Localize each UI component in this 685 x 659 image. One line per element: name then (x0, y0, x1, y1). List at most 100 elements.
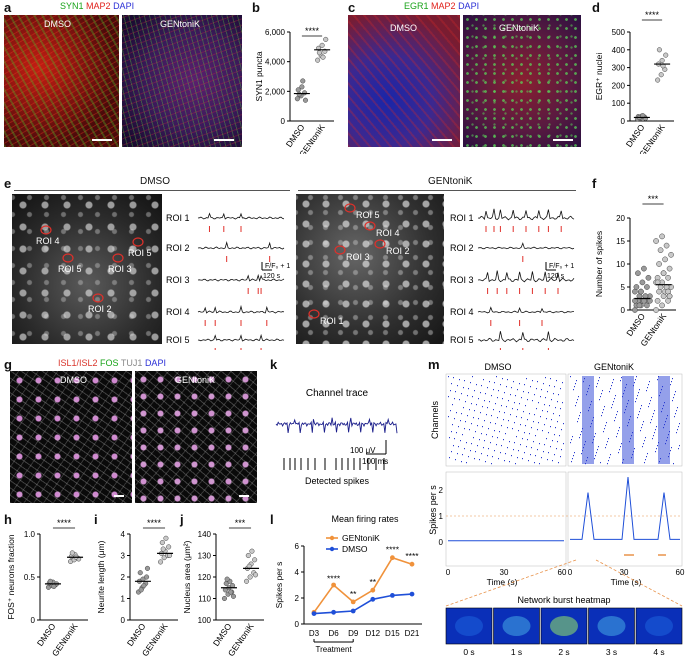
raster-spike (532, 400, 533, 402)
raster-spike (527, 439, 528, 441)
raster-spike (605, 425, 606, 427)
data-point (247, 574, 253, 580)
raster-spike (464, 448, 465, 450)
x-tick-label: D12 (365, 629, 380, 638)
raster-spike (521, 397, 522, 399)
raster-spike (632, 432, 633, 434)
raster-spike (471, 443, 472, 445)
raster-spike (462, 434, 463, 436)
raster-spike (646, 456, 647, 458)
micro-g-gentonik: GENtoniK (135, 371, 257, 503)
raster-spike (515, 395, 516, 397)
data-point (655, 77, 661, 83)
raster-spike (551, 419, 552, 421)
panel-b-label: b (252, 0, 260, 15)
y-tick-label: 1 (439, 512, 444, 521)
raster-spike (563, 423, 564, 425)
raster-spike (609, 457, 610, 459)
raster-spike (630, 416, 631, 418)
sig-stars: **** (305, 26, 320, 36)
raster-spike (475, 431, 476, 433)
raster-spike (453, 445, 454, 447)
panel-j-label: j (180, 512, 184, 527)
raster-spike (633, 451, 634, 453)
micro-c-dmso-label: DMSO (390, 23, 417, 33)
raster-spike (648, 384, 649, 386)
data-point (635, 270, 641, 277)
k-scale-v-label: 100 μV (350, 446, 376, 455)
rate-ylabel: Spikes per s (428, 485, 438, 535)
legend-marker (329, 535, 335, 541)
y-tick-label: 120 (198, 573, 212, 582)
raster-spike (497, 397, 498, 399)
raster-spike (554, 454, 555, 456)
raster-spike (649, 381, 650, 383)
raster-spike (473, 437, 474, 439)
legend-label: DMSO (342, 544, 368, 554)
series-point (370, 596, 376, 602)
raster-spike (592, 442, 593, 444)
raster-spike (549, 385, 550, 387)
raster-spike (507, 427, 508, 429)
data-point (636, 302, 643, 309)
raster-spike (674, 416, 675, 418)
raster-spike (588, 410, 589, 412)
raster-spike (597, 449, 598, 451)
data-point (639, 279, 646, 286)
raster-spike (630, 438, 631, 440)
raster-spike (457, 453, 458, 455)
raster-spike (498, 390, 499, 392)
raster-spike (494, 382, 495, 384)
raster-spike (666, 440, 667, 442)
y-tick-label: 200 (612, 81, 626, 90)
raster-spike (586, 394, 587, 396)
roi-trace (197, 333, 285, 342)
raster-spike (603, 431, 604, 433)
x-tick-label: D21 (405, 629, 420, 638)
raster-spike (621, 443, 622, 445)
series-point (350, 608, 356, 614)
scale-bar (214, 139, 234, 141)
heatmap-time-label: 4 s (653, 647, 664, 657)
raster-spike (626, 384, 627, 386)
raster-spike (464, 380, 465, 382)
raster-spike (499, 411, 500, 413)
data-point (315, 57, 321, 63)
raster-spike (513, 381, 514, 383)
raster-spike (450, 410, 451, 412)
roi-marker (308, 309, 320, 319)
raster-spike (664, 402, 665, 404)
data-point (221, 595, 228, 602)
raster-spike (531, 447, 532, 449)
roi-trace (197, 212, 285, 220)
raster-spike (604, 406, 605, 408)
raster-spike (674, 394, 675, 396)
roi-marker (364, 221, 376, 231)
raster-spike (485, 461, 486, 463)
raster-spike (584, 378, 585, 380)
micro-g-gentonik-label: GENtoniK (175, 375, 216, 385)
raster-spike (530, 454, 531, 456)
raster-spike (549, 405, 550, 407)
raster-spike (676, 410, 677, 412)
sig-stars: **** (327, 573, 341, 583)
raster-spike (633, 385, 634, 387)
y-tick-label: 0 (31, 616, 36, 625)
x-axis-label: Time (s) (487, 577, 518, 587)
raster-spike (616, 414, 617, 416)
raster-spike (619, 449, 620, 451)
micro-a-gentonik-label: GENtoniK (160, 19, 201, 29)
raster-spike (651, 397, 652, 399)
raster-spike (640, 408, 641, 410)
raster-spike (617, 411, 618, 413)
raster-spike (625, 387, 626, 389)
raster-spike (513, 449, 514, 451)
raster-spike (627, 403, 628, 405)
sig-stars: **** (147, 518, 162, 528)
calcium-image-dmso (12, 194, 162, 344)
raster-spike (505, 453, 506, 455)
series-point (370, 587, 376, 593)
x-tick-label: D6 (328, 629, 339, 638)
raster-spike (602, 412, 603, 414)
